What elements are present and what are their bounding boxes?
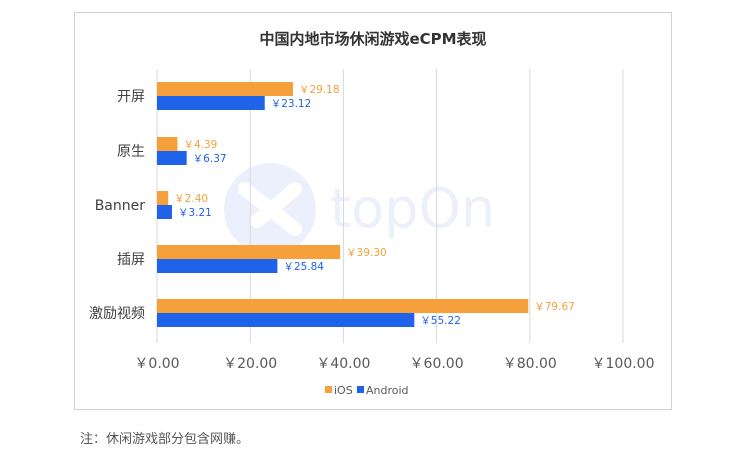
bar-ios [157, 245, 341, 259]
data-label: ￥39.30 [346, 247, 387, 259]
x-tick-label: ￥0.00 [134, 356, 179, 372]
x-axis-labels: ￥0.00 ￥20.00 ￥40.00 ￥60.00 ￥80.00 ￥100.00 [134, 356, 654, 372]
chart-frame: topOn 中国内地市场休闲游戏eCPM表现 ￥29.18 ￥23.12 ￥4.39… [74, 12, 672, 410]
footnote: 注：休闲游戏部分包含网赚。 [80, 432, 250, 447]
data-label: ￥55.22 [420, 315, 461, 327]
x-tick-label: ￥100.00 [592, 356, 655, 372]
bar-android [157, 259, 278, 273]
x-tick-label: ￥20.00 [223, 356, 277, 372]
bar-android [157, 96, 265, 110]
legend-label: Android [366, 384, 409, 397]
data-label: ￥79.67 [534, 301, 575, 313]
bars: ￥29.18 ￥23.12 ￥4.39 ￥6.37 ￥2.40 ￥3.21 ￥39.30 ￥2… [157, 82, 575, 327]
legend: iOS Android [325, 384, 409, 397]
x-tick-label: ￥80.00 [503, 356, 557, 372]
legend-label: iOS [334, 384, 353, 397]
watermark-text: topOn [330, 177, 495, 240]
y-tick-label: Banner [95, 198, 146, 214]
y-tick-label: 原生 [117, 144, 145, 160]
bar-ios [157, 82, 293, 96]
bar-android [157, 313, 415, 327]
watermark-logo-icon [224, 163, 316, 255]
legend-swatch-ios [325, 386, 332, 393]
bar-ios [157, 137, 178, 151]
bar-android [157, 205, 172, 219]
chart-title: 中国内地市场休闲游戏eCPM表现 [259, 30, 486, 48]
y-tick-label: 激励视频 [89, 305, 145, 322]
x-tick-label: ￥40.00 [316, 356, 370, 372]
watermark-logo: topOn [224, 163, 495, 255]
bar-ios [157, 191, 169, 205]
y-tick-label: 开屏 [117, 89, 145, 105]
bar-android [157, 151, 187, 165]
data-label: ￥3.21 [178, 207, 212, 219]
y-tick-label: 插屏 [117, 252, 145, 268]
data-label: ￥29.18 [299, 84, 340, 96]
x-tick-label: ￥60.00 [410, 356, 464, 372]
data-label: ￥4.39 [183, 139, 217, 151]
data-label: ￥23.12 [271, 98, 312, 110]
data-label: ￥6.37 [193, 153, 227, 165]
bar-ios [157, 299, 529, 313]
data-label: ￥2.40 [174, 193, 208, 205]
data-label: ￥25.84 [283, 261, 324, 273]
chart-canvas: topOn 中国内地市场休闲游戏eCPM表现 ￥29.18 ￥23.12 ￥4.39… [89, 30, 655, 397]
legend-swatch-android [357, 386, 364, 393]
